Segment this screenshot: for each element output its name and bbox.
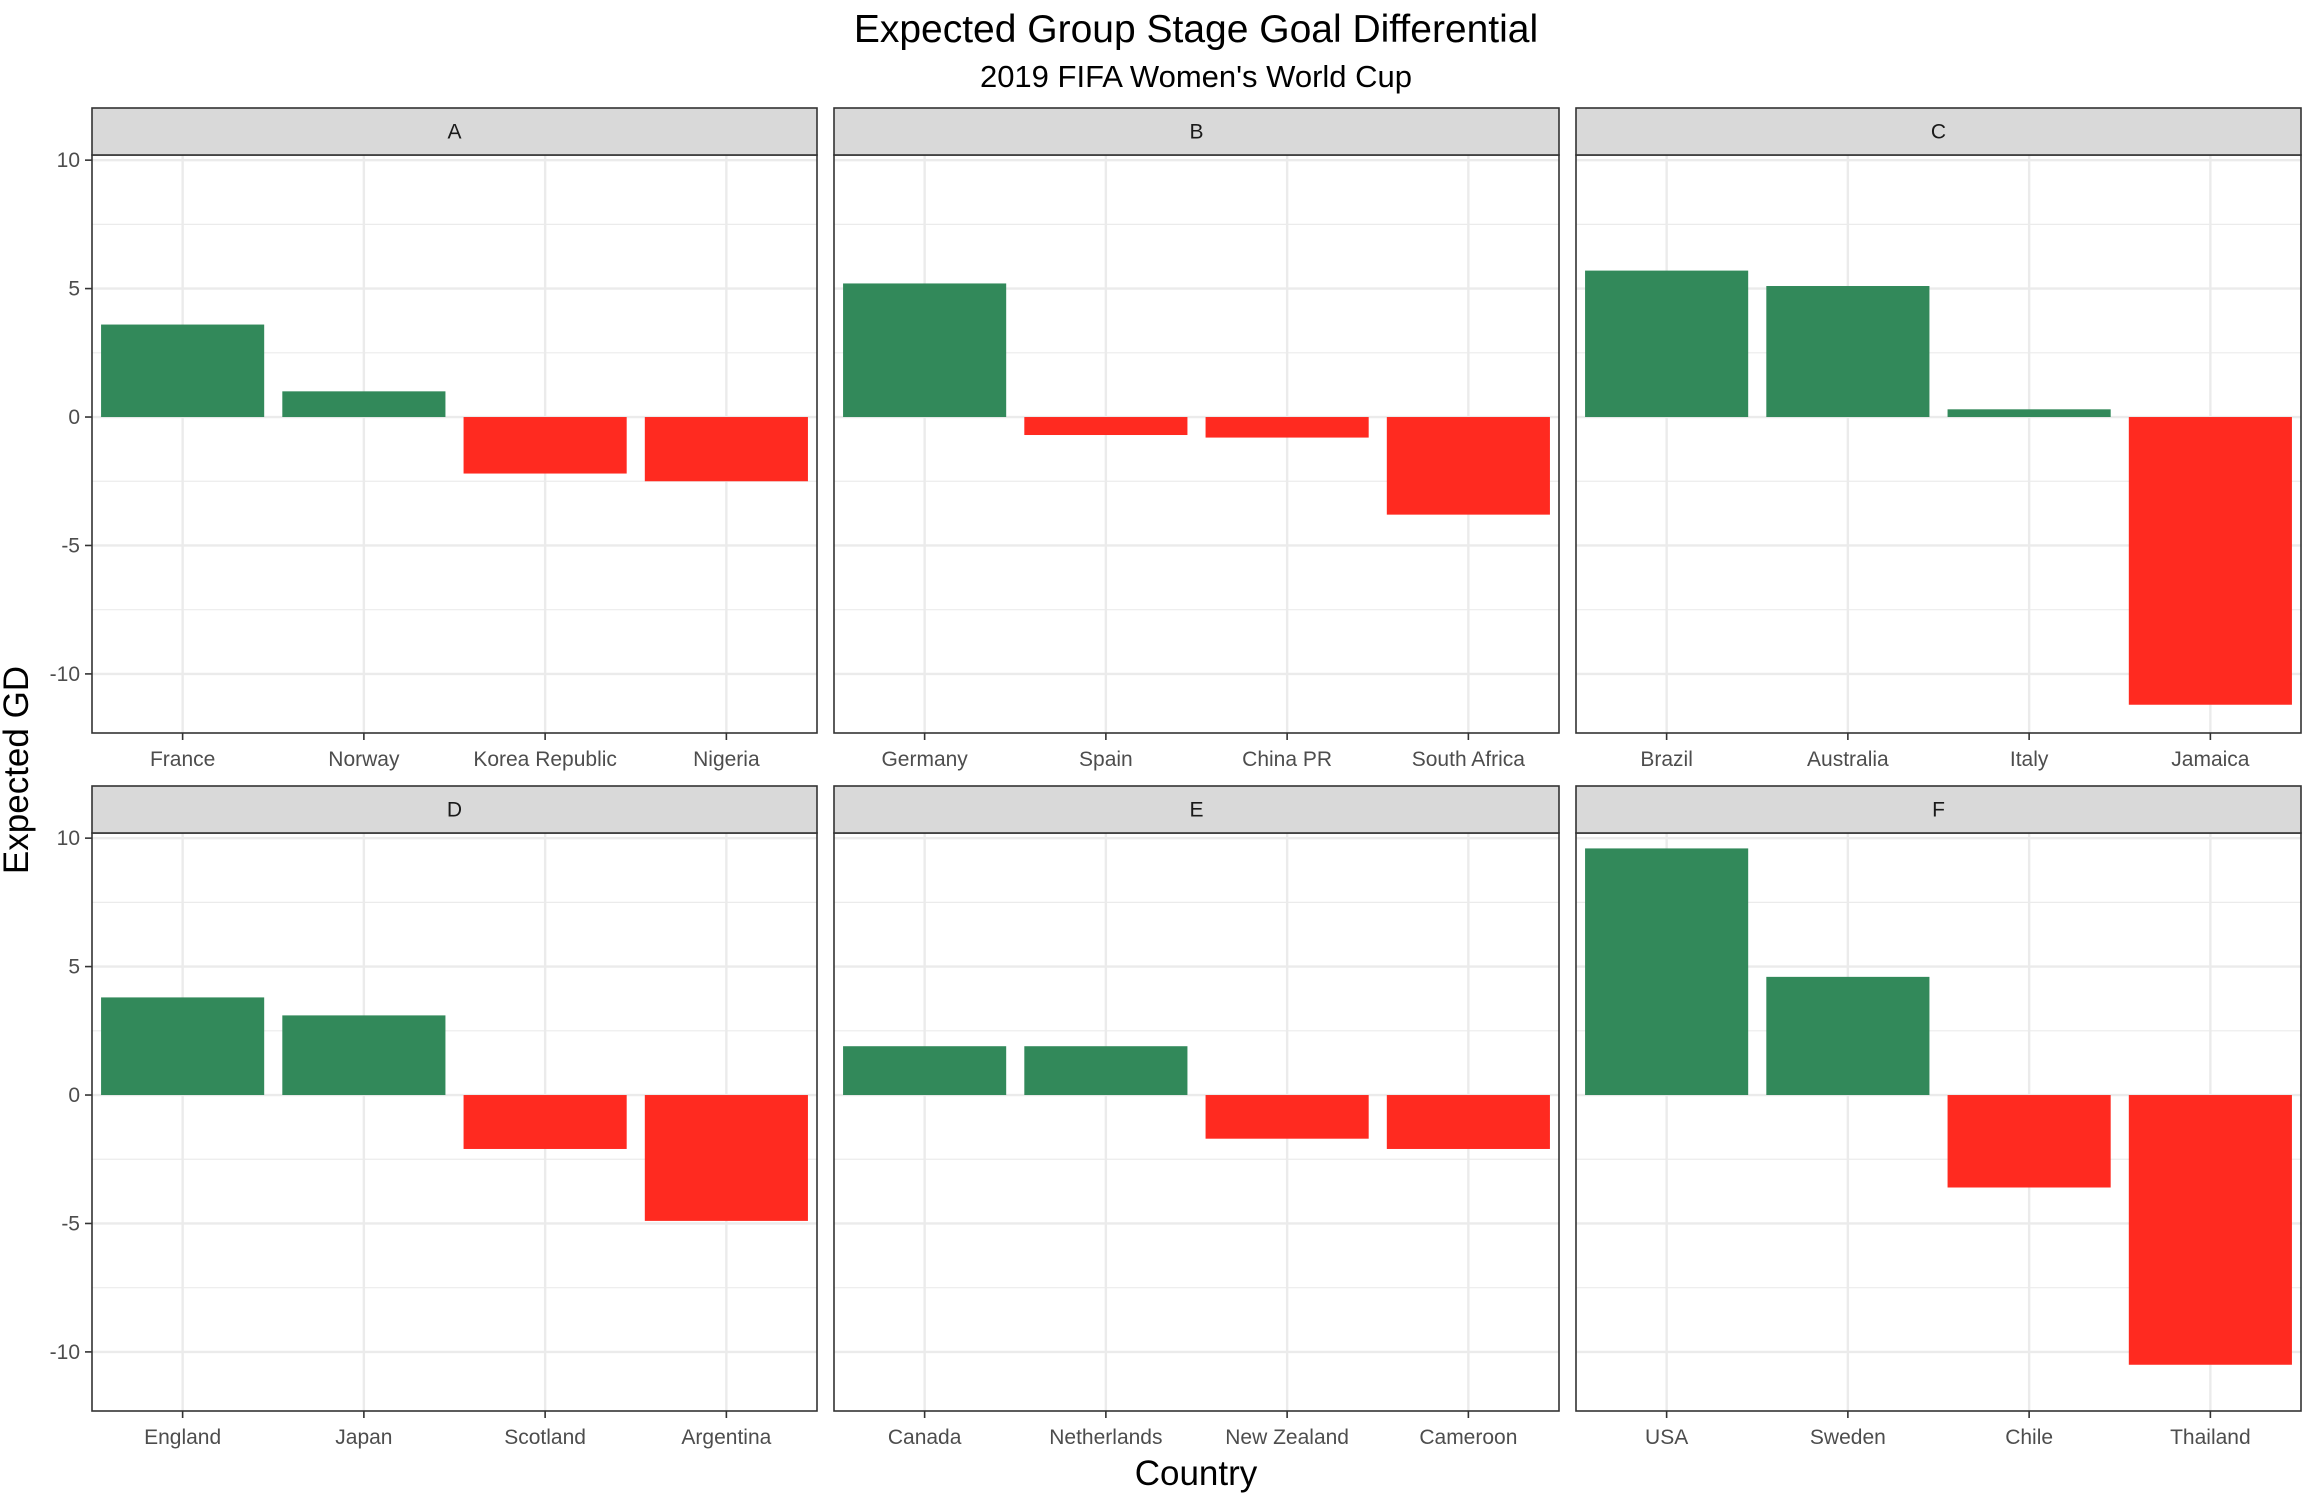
bar-jamaica xyxy=(2128,417,2292,705)
facet-panel-a: A France Norway Korea Republic Nigeria -10 -5 0… xyxy=(50,107,818,771)
x-tick-label: Brazil xyxy=(1640,748,1693,771)
y-tick-label: -5 xyxy=(61,534,80,557)
x-tick-label: China PR xyxy=(1242,748,1332,771)
bar-nigeria xyxy=(644,417,808,482)
x-tick-label: New Zealand xyxy=(1225,1426,1349,1449)
y-tick-label: 0 xyxy=(68,406,80,429)
facet-panel-c: C Brazil Australia Italy Jamaica xyxy=(1575,107,2302,771)
facet-strip-label: E xyxy=(1189,799,1203,822)
x-tick-label: Australia xyxy=(1807,748,1889,771)
y-axis-title: Expected GD xyxy=(0,666,36,874)
bar-usa xyxy=(1585,848,1749,1096)
y-tick-label: 5 xyxy=(68,956,80,979)
y-tick-label: 5 xyxy=(68,278,80,301)
x-tick-label: Germany xyxy=(881,748,968,771)
facets-layer: A France Norway Korea Republic Nigeria -10 -5 0… xyxy=(50,107,2302,1449)
bar-korea-republic xyxy=(463,417,627,474)
bar-cameroon xyxy=(1386,1095,1550,1149)
x-tick-label: Korea Republic xyxy=(473,748,617,771)
bar-sweden xyxy=(1766,976,1930,1096)
chart-subtitle: 2019 FIFA Women's World Cup xyxy=(980,59,1412,94)
facet-strip-label: B xyxy=(1189,121,1203,144)
bar-italy xyxy=(1947,409,2111,418)
x-tick-label: Japan xyxy=(335,1426,392,1449)
facet-strip xyxy=(833,107,1560,156)
facet-strip xyxy=(833,785,1560,834)
x-tick-label: Italy xyxy=(2010,748,2049,771)
chart-title: Expected Group Stage Goal Differential xyxy=(854,8,1538,51)
x-tick-label: France xyxy=(150,748,215,771)
bar-new-zealand xyxy=(1205,1095,1369,1139)
facet-strip xyxy=(1575,785,2302,834)
x-tick-label: Sweden xyxy=(1810,1426,1886,1449)
facet-strip-label: F xyxy=(1932,799,1945,822)
facet-panel-f: F USA Sweden Chile Thailand xyxy=(1575,785,2302,1449)
x-tick-label: Jamaica xyxy=(2171,748,2250,771)
facet-strip xyxy=(91,107,818,156)
bar-thailand xyxy=(2128,1095,2292,1365)
x-tick-label: USA xyxy=(1645,1426,1688,1449)
x-tick-label: Chile xyxy=(2005,1426,2053,1449)
bar-scotland xyxy=(463,1095,627,1149)
bar-australia xyxy=(1766,286,1930,418)
x-tick-label: Argentina xyxy=(681,1426,771,1449)
facet-panel-b: B Germany Spain China PR South Africa xyxy=(833,107,1560,771)
x-tick-label: Cameroon xyxy=(1419,1426,1517,1449)
bar-germany xyxy=(843,283,1007,418)
y-tick-label: 10 xyxy=(57,827,80,850)
x-tick-label: Scotland xyxy=(504,1426,586,1449)
y-tick-label: -10 xyxy=(50,663,80,686)
facet-panel-d: D England Japan Scotland Argentina -10 -5 0 5 10 xyxy=(50,785,818,1449)
bar-netherlands xyxy=(1024,1046,1188,1096)
x-tick-label: Canada xyxy=(888,1426,962,1449)
facet-panel-e: E Canada Netherlands New Zealand Cameroon xyxy=(833,785,1560,1449)
x-axis-title: Country xyxy=(1135,1454,1258,1493)
x-tick-label: South Africa xyxy=(1412,748,1526,771)
facet-strip xyxy=(1575,107,2302,156)
facet-strip xyxy=(91,785,818,834)
y-tick-label: 0 xyxy=(68,1084,80,1107)
y-tick-label: -10 xyxy=(50,1341,80,1364)
x-tick-label: Nigeria xyxy=(693,748,760,771)
x-tick-label: Norway xyxy=(328,748,400,771)
bar-argentina xyxy=(644,1095,808,1221)
bar-spain xyxy=(1024,417,1188,436)
bar-norway xyxy=(282,391,446,418)
bar-france xyxy=(101,324,265,418)
x-tick-label: England xyxy=(144,1426,221,1449)
x-tick-label: Netherlands xyxy=(1049,1426,1162,1449)
bar-england xyxy=(101,997,265,1096)
x-tick-label: Thailand xyxy=(2170,1426,2251,1449)
bar-south-africa xyxy=(1386,417,1550,515)
bar-china-pr xyxy=(1205,417,1369,438)
facet-strip-label: D xyxy=(447,799,462,822)
bar-japan xyxy=(282,1015,446,1096)
bar-chile xyxy=(1947,1095,2111,1188)
facet-strip-label: C xyxy=(1931,121,1946,144)
facet-strip-label: A xyxy=(447,121,461,144)
bar-brazil xyxy=(1585,270,1749,418)
y-tick-label: 10 xyxy=(57,149,80,172)
bar-canada xyxy=(843,1046,1007,1096)
y-tick-label: -5 xyxy=(61,1212,80,1235)
x-tick-label: Spain xyxy=(1079,748,1133,771)
